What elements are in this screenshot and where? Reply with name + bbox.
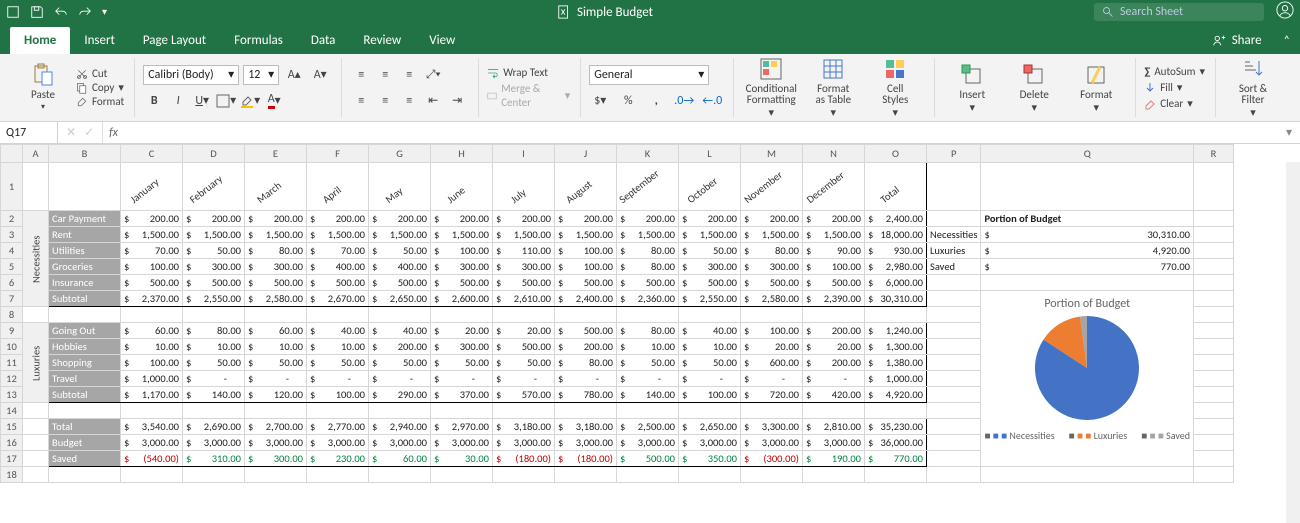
format-painter-button[interactable]: Format: [76, 95, 124, 109]
align-center-icon[interactable]: ≡: [374, 91, 396, 111]
tab-formulas[interactable]: Formulas: [220, 27, 297, 54]
paste-icon: [31, 63, 55, 87]
styles-icon: [883, 57, 907, 81]
autosave-icon[interactable]: [6, 5, 20, 19]
paintbrush-icon: [76, 96, 88, 108]
format-as-table-button[interactable]: Format as Table▾: [804, 57, 862, 118]
redo-icon[interactable]: [78, 5, 92, 19]
cell-styles-button[interactable]: Cell Styles▾: [866, 57, 924, 118]
ribbon: Paste▾ Cut Copy ▾ Format Calibri (Body)▾…: [0, 54, 1300, 122]
increase-font-icon[interactable]: A▴: [283, 65, 305, 85]
copy-icon: [76, 82, 88, 94]
merge-center-button[interactable]: Merge & Center ▾: [487, 82, 570, 110]
cond-format-icon: [759, 57, 783, 81]
comma-icon[interactable]: ,: [645, 91, 667, 111]
fill-color-button[interactable]: ▾: [239, 91, 261, 111]
tab-home[interactable]: Home: [10, 27, 70, 54]
cut-button[interactable]: Cut: [76, 67, 124, 81]
share-button[interactable]: Share: [1200, 27, 1274, 54]
insert-cells-button[interactable]: Insert▾: [943, 63, 1001, 113]
format-cell-icon: [1084, 63, 1108, 87]
fill-down-icon: [1144, 82, 1156, 94]
underline-button[interactable]: U▾: [191, 91, 213, 111]
eraser-icon: [1144, 98, 1156, 110]
delete-icon: [1022, 63, 1046, 87]
vertical-scrollbar[interactable]: [1286, 162, 1300, 523]
search-icon: [1102, 6, 1114, 18]
decrease-decimal-icon[interactable]: ←.0: [701, 91, 723, 111]
align-bottom-icon[interactable]: ≡: [398, 65, 420, 85]
wrap-text-button[interactable]: Wrap Text: [487, 66, 570, 80]
expand-formula-icon[interactable]: ▾: [1278, 125, 1300, 140]
wrap-icon: [487, 67, 499, 79]
insert-icon: [960, 63, 984, 87]
bold-button[interactable]: B: [143, 91, 165, 111]
save-icon[interactable]: [30, 5, 44, 19]
tab-view[interactable]: View: [415, 27, 469, 54]
font-name-select[interactable]: Calibri (Body)▾: [143, 65, 239, 85]
enter-formula-icon[interactable]: ✓: [84, 125, 94, 140]
font-color-button[interactable]: A▾: [263, 91, 285, 111]
clear-button[interactable]: Clear ▾: [1144, 97, 1205, 111]
orientation-icon[interactable]: ⤢▾: [422, 65, 444, 85]
increase-indent-icon[interactable]: ⇥: [446, 91, 468, 111]
fx-label[interactable]: fx: [103, 126, 124, 140]
align-left-icon[interactable]: ≡: [350, 91, 372, 111]
qat-more-icon[interactable]: ▾: [102, 5, 116, 19]
tab-review[interactable]: Review: [349, 27, 415, 54]
autosum-button[interactable]: ∑ AutoSum ▾: [1144, 65, 1205, 79]
italic-button[interactable]: I: [167, 91, 189, 111]
worksheet-area[interactable]: ABCDEFGHIJKLMNOPQR1JanuaryFebruaryMarchA…: [0, 144, 1300, 523]
number-format-select[interactable]: General▾: [589, 65, 709, 85]
decrease-font-icon[interactable]: A▾: [309, 65, 331, 85]
font-size-select[interactable]: 12▾: [243, 65, 279, 85]
share-person-icon: [1212, 34, 1226, 48]
scissors-icon: [76, 68, 88, 80]
sort-filter-button[interactable]: Sort & Filter▾: [1224, 57, 1282, 118]
formula-input[interactable]: [124, 122, 1278, 143]
delete-cells-button[interactable]: Delete▾: [1005, 63, 1063, 113]
tab-data[interactable]: Data: [297, 27, 350, 54]
excel-file-icon: [557, 5, 571, 19]
table-icon: [821, 57, 845, 81]
collapse-ribbon-icon[interactable]: ˄: [1274, 28, 1300, 54]
align-middle-icon[interactable]: ≡: [374, 65, 396, 85]
name-box[interactable]: Q17: [0, 122, 58, 143]
align-top-icon[interactable]: ≡: [350, 65, 372, 85]
currency-icon[interactable]: $▾: [589, 91, 611, 111]
increase-decimal-icon[interactable]: .0→: [673, 91, 695, 111]
copy-button[interactable]: Copy ▾: [76, 81, 124, 95]
worksheet-grid[interactable]: ABCDEFGHIJKLMNOPQR1JanuaryFebruaryMarchA…: [0, 144, 1234, 483]
percent-icon[interactable]: %: [617, 91, 639, 111]
align-right-icon[interactable]: ≡: [398, 91, 420, 111]
conditional-formatting-button[interactable]: Conditional Formatting▾: [742, 57, 800, 118]
window-title: Simple Budget: [116, 5, 1094, 20]
tab-insert[interactable]: Insert: [70, 27, 129, 54]
quick-access-toolbar: ▾ ▾: [6, 5, 116, 19]
merge-icon: [487, 90, 497, 102]
sort-icon: [1241, 57, 1265, 81]
tab-page-layout[interactable]: Page Layout: [129, 27, 220, 54]
undo-icon[interactable]: ▾: [54, 5, 68, 19]
paste-button[interactable]: Paste▾: [14, 63, 72, 113]
ribbon-tabs: Home Insert Page Layout Formulas Data Re…: [0, 24, 1300, 54]
fill-button[interactable]: Fill ▾: [1144, 81, 1205, 95]
cancel-formula-icon[interactable]: ✕: [66, 125, 76, 140]
search-box[interactable]: Search Sheet: [1094, 3, 1264, 21]
title-bar: ▾ ▾ Simple Budget Search Sheet: [0, 0, 1300, 24]
format-cells-button[interactable]: Format▾: [1067, 63, 1125, 113]
formula-bar: Q17 ✕ ✓ fx ▾: [0, 122, 1300, 144]
decrease-indent-icon[interactable]: ⇤: [422, 91, 444, 111]
border-button[interactable]: ▾: [215, 91, 237, 111]
user-avatar-icon[interactable]: [1276, 1, 1294, 23]
